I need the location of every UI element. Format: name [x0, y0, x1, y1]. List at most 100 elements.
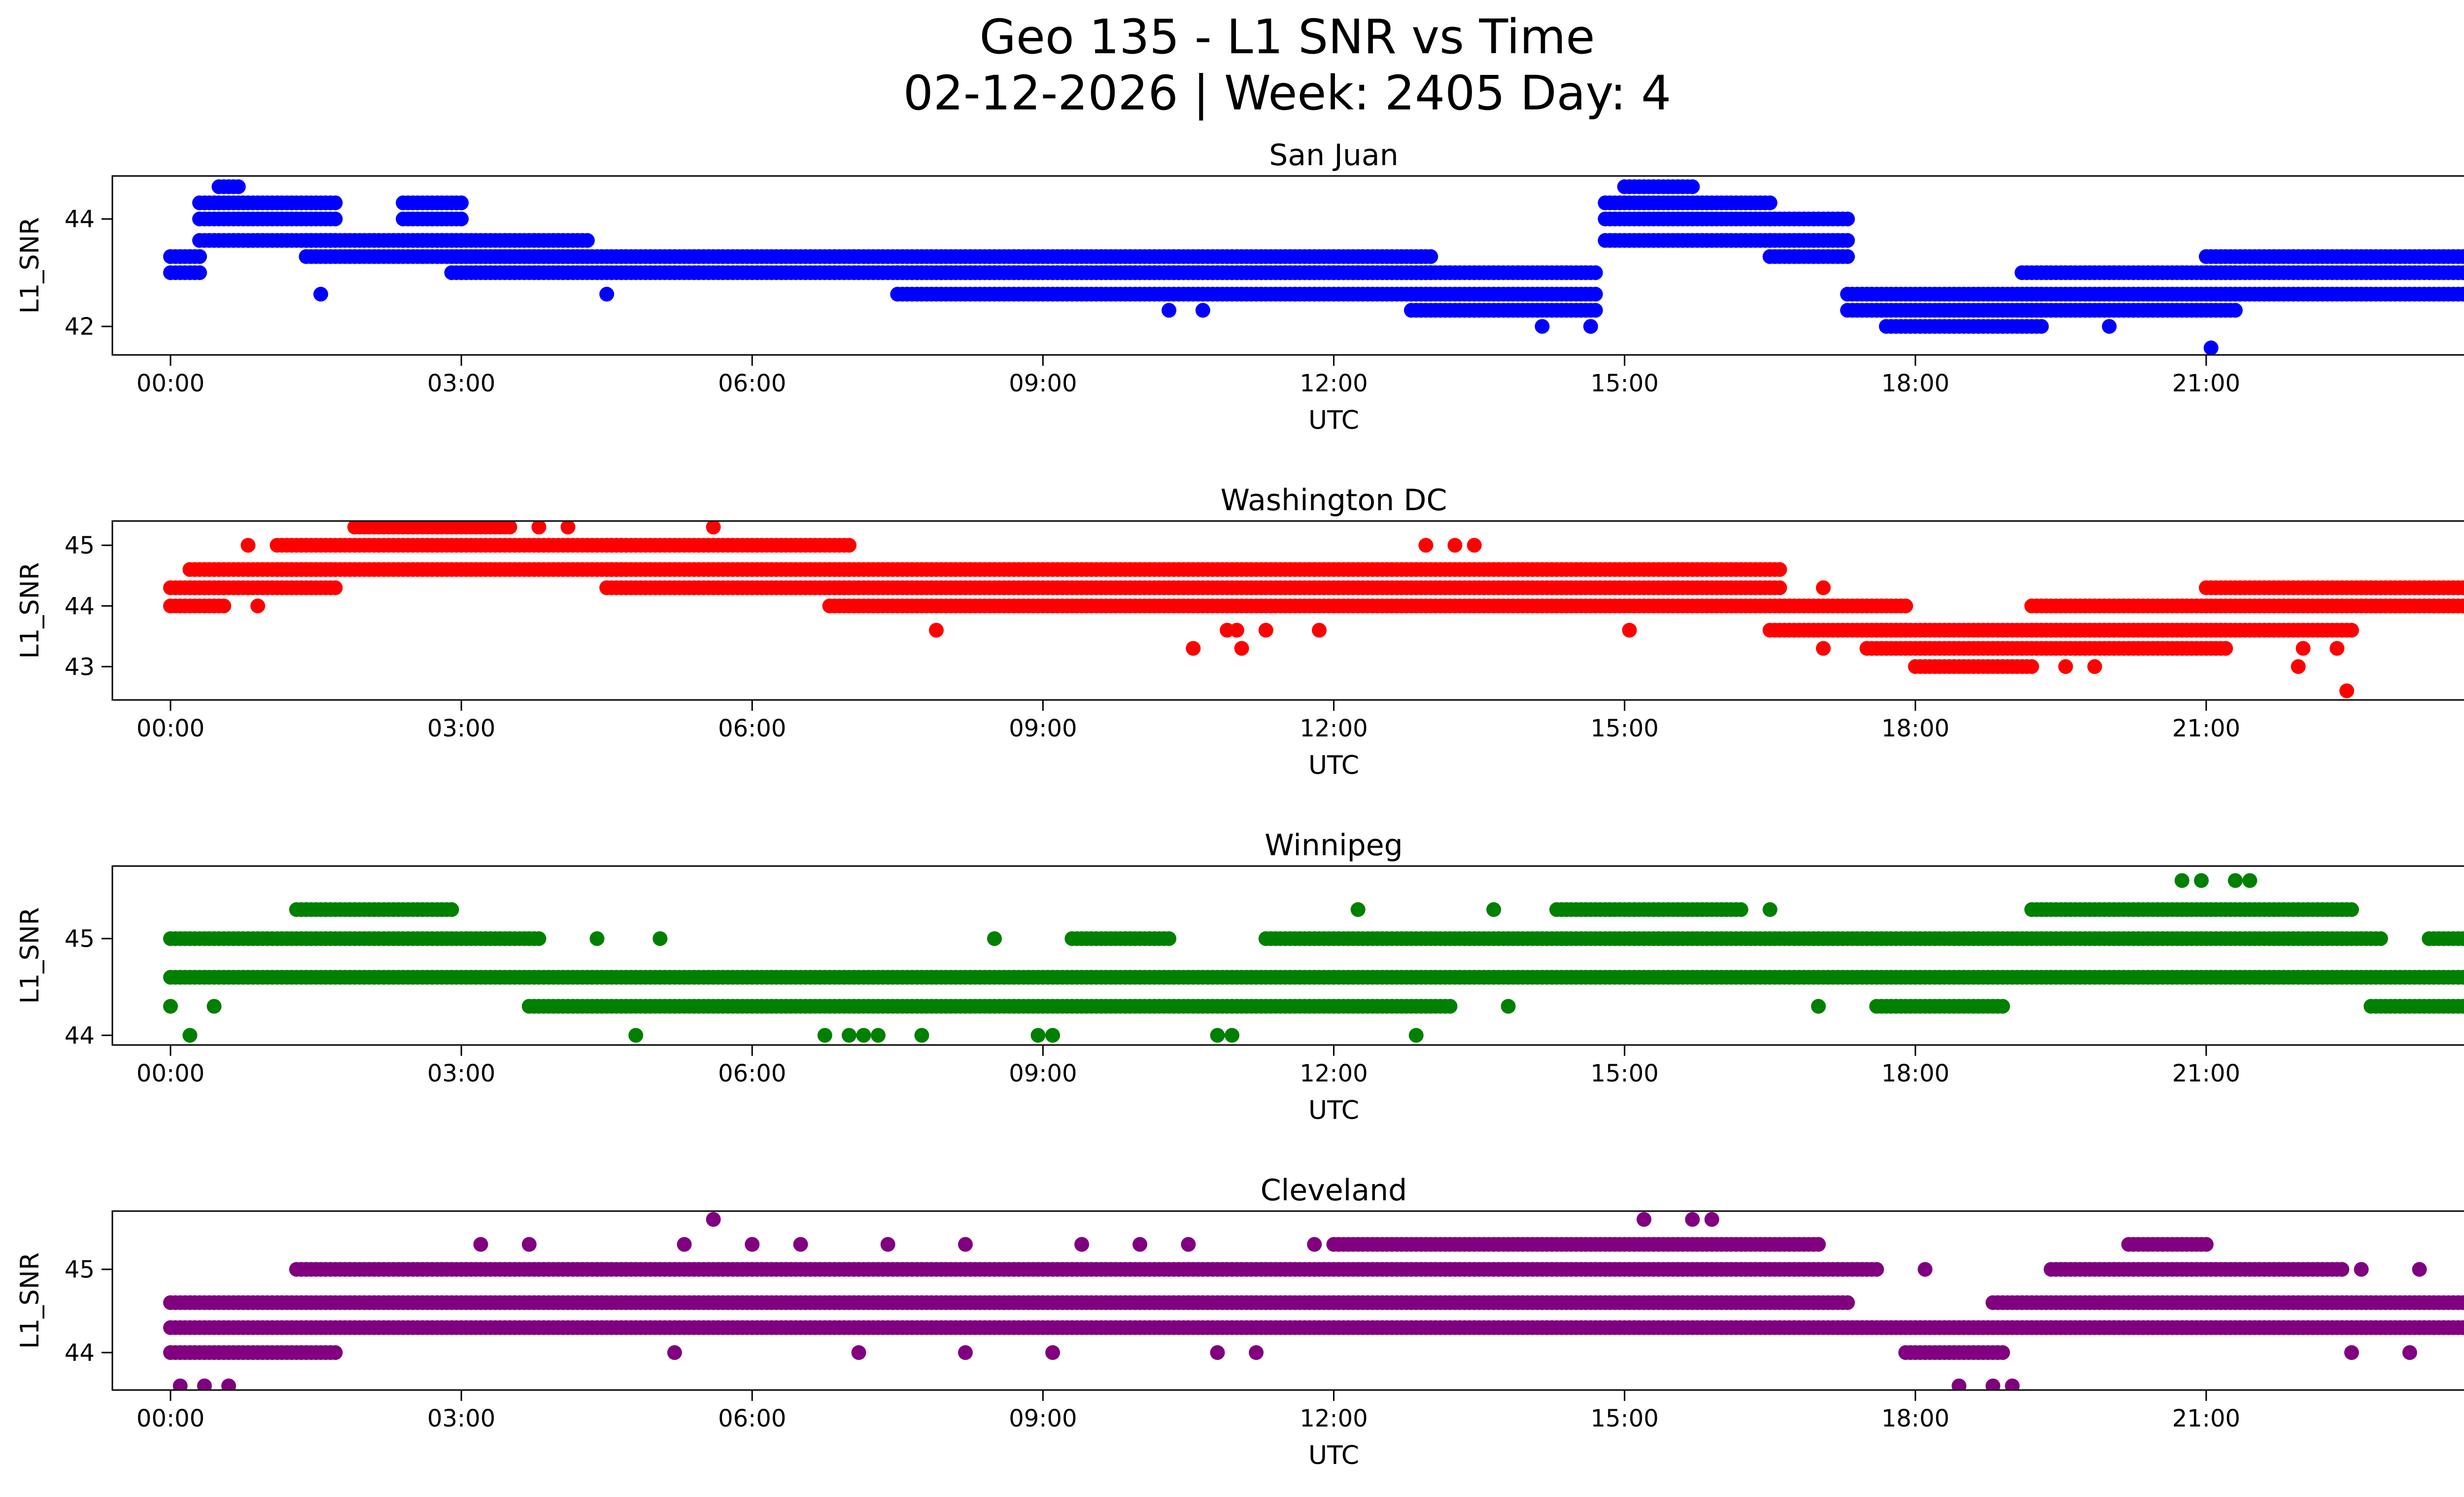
data-point [2344, 623, 2359, 638]
panel-title: Washington DC [1221, 483, 1447, 518]
data-point [2102, 319, 2117, 334]
y-tick-label: 43 [65, 653, 95, 681]
data-point [1763, 196, 1778, 210]
data-point [231, 179, 246, 194]
data-point [1898, 598, 1913, 613]
data-point [1045, 1028, 1060, 1043]
data-point [1772, 562, 1787, 577]
data-point [818, 1028, 832, 1043]
data-point [628, 1028, 643, 1043]
y-tick-label: 42 [65, 313, 95, 341]
data-point [561, 520, 576, 534]
data-point [1443, 999, 1458, 1014]
x-axis-label: UTC [1308, 406, 1359, 435]
x-tick-label: 00:00 [137, 370, 205, 397]
data-point [1588, 303, 1603, 318]
data-point [503, 520, 517, 534]
x-tick-label: 15:00 [1590, 1060, 1658, 1087]
data-point [1031, 1028, 1046, 1043]
data-point [1840, 211, 1855, 226]
data-point [2339, 684, 2354, 698]
data-point [532, 520, 547, 534]
y-axis-label: L1_SNR [15, 562, 45, 659]
data-point [192, 249, 207, 264]
x-tick-label: 21:00 [2172, 715, 2240, 742]
data-point [1186, 641, 1200, 656]
data-point [1816, 641, 1831, 656]
data-point [2218, 641, 2233, 656]
x-tick-label: 00:00 [137, 715, 205, 742]
data-point [1486, 902, 1501, 917]
data-point [1447, 538, 1462, 553]
figure-title-line1: Geo 135 - L1 SNR vs Time [980, 9, 1595, 65]
data-point [1995, 999, 2010, 1014]
data-point [1288, 287, 1302, 302]
data-point [706, 520, 721, 534]
x-tick-label: 09:00 [1009, 370, 1077, 397]
data-point [1162, 931, 1176, 946]
data-point [250, 598, 265, 613]
data-point [842, 538, 856, 553]
y-tick-label: 44 [65, 1022, 95, 1049]
data-point [1685, 179, 1700, 194]
data-point [1816, 580, 1831, 595]
y-tick-label: 44 [65, 206, 95, 233]
data-point [192, 265, 207, 280]
x-tick-label: 06:00 [718, 715, 786, 742]
data-point [652, 931, 667, 946]
figure-title-line2: 02-12-2026 | Week: 2405 Day: 4 [903, 66, 1672, 121]
data-point [2344, 902, 2359, 917]
y-tick-label: 45 [65, 532, 95, 559]
data-point [1259, 623, 1273, 638]
y-axis-label: L1_SNR [15, 217, 45, 313]
x-tick-label: 15:00 [1590, 370, 1658, 397]
data-point [2034, 319, 2049, 334]
x-tick-label: 18:00 [1882, 715, 1950, 742]
x-tick-label: 03:00 [427, 1060, 495, 1087]
data-point [1196, 303, 1210, 318]
data-point [2296, 641, 2311, 656]
data-point [1583, 319, 1598, 334]
data-point [216, 598, 231, 613]
data-point [915, 1028, 929, 1043]
x-tick-label: 21:00 [2172, 370, 2240, 397]
data-point [2373, 931, 2388, 946]
data-point [1622, 623, 1637, 638]
data-point [2204, 341, 2219, 355]
x-tick-label: 15:00 [1590, 715, 1658, 742]
data-point [599, 287, 614, 302]
x-tick-label: 03:00 [427, 715, 495, 742]
data-point [1840, 249, 1855, 264]
data-point [580, 233, 595, 248]
data-point [1225, 1028, 1239, 1043]
data-point [2242, 873, 2257, 888]
data-point [1409, 1028, 1424, 1043]
data-point [1351, 902, 1366, 917]
data-point [842, 1028, 856, 1043]
data-point [2291, 659, 2306, 674]
data-point [1588, 265, 1603, 280]
data-point [1501, 999, 1516, 1014]
y-axis-label: L1_SNR [15, 907, 45, 1004]
data-point [2329, 641, 2344, 656]
data-point [532, 931, 547, 946]
x-tick-label: 03:00 [427, 370, 495, 397]
x-tick-label: 09:00 [1009, 715, 1077, 742]
data-point [1588, 287, 1603, 302]
data-point [987, 931, 1002, 946]
y-tick-label: 44 [65, 592, 95, 620]
x-tick-label: 06:00 [718, 370, 786, 397]
y-tick-label: 45 [65, 925, 95, 953]
data-point [1811, 999, 1826, 1014]
data-point [182, 1028, 197, 1043]
x-tick-label: 21:00 [2172, 1060, 2240, 1087]
data-point [328, 580, 342, 595]
x-tick-label: 18:00 [1882, 370, 1950, 397]
data-point [2024, 659, 2039, 674]
panel-title: Cleveland [1261, 1173, 1407, 1208]
data-point [856, 1028, 871, 1043]
data-point [1840, 233, 1855, 248]
data-point [163, 999, 178, 1014]
data-point [328, 211, 342, 226]
